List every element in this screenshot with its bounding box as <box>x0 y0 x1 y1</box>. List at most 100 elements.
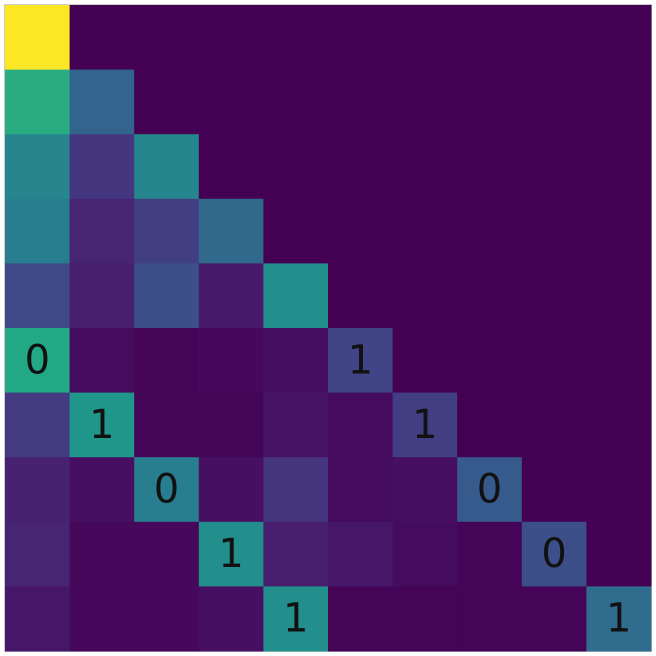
heatmap-cell <box>392 328 458 394</box>
heatmap-cell <box>134 392 200 458</box>
heatmap-cell <box>134 5 200 71</box>
heatmap-cell <box>134 134 200 200</box>
heatmap-cell <box>586 263 652 329</box>
heatmap-cell <box>198 392 264 458</box>
cell-annotation: 1 <box>283 596 308 642</box>
cell-annotation: 1 <box>89 402 114 448</box>
heatmap-cell <box>69 263 135 329</box>
heatmap-cell <box>328 198 394 264</box>
heatmap-cell <box>392 5 458 71</box>
heatmap-cell <box>5 5 71 71</box>
heatmap-cell <box>5 134 71 200</box>
heatmap-cell <box>586 134 652 200</box>
heatmap-cell <box>328 521 394 587</box>
heatmap-cell <box>5 69 71 135</box>
heatmap-cell <box>392 69 458 135</box>
heatmap-cell <box>457 457 523 523</box>
heatmap-cell <box>521 328 587 394</box>
heatmap-cell <box>5 263 71 329</box>
cell-annotation: 1 <box>412 402 437 448</box>
cell-annotation: 1 <box>606 596 631 642</box>
heatmap-cell <box>521 69 587 135</box>
heatmap-cell <box>69 521 135 587</box>
heatmap-cell <box>263 5 329 71</box>
cell-annotations: 0 11 10 01 01 1 <box>25 337 632 641</box>
cell-annotation: 1 <box>348 337 373 383</box>
heatmap-cell <box>134 457 200 523</box>
heatmap-cell <box>5 586 71 652</box>
heatmap-cell <box>392 198 458 264</box>
heatmap-cell <box>263 69 329 135</box>
cell-annotation: 1 <box>218 531 243 577</box>
heatmap-cell <box>457 69 523 135</box>
heatmap-cell <box>134 521 200 587</box>
heatmap-cell <box>586 586 652 652</box>
heatmap-cell <box>521 5 587 71</box>
heatmap-cell <box>198 328 264 394</box>
heatmap-cell <box>263 586 329 652</box>
heatmap-cell <box>5 198 71 264</box>
heatmap-cell <box>521 586 587 652</box>
heatmap-cell <box>263 328 329 394</box>
heatmap-cell <box>586 392 652 458</box>
heatmap-cell <box>392 457 458 523</box>
heatmap-cell <box>392 263 458 329</box>
heatmap-cell <box>457 521 523 587</box>
heatmap-cell <box>521 521 587 587</box>
heatmap-cell <box>328 134 394 200</box>
heatmap-cell <box>263 392 329 458</box>
heatmap-cell <box>69 5 135 71</box>
cell-annotation: 0 <box>477 467 502 513</box>
heatmap-cell <box>521 198 587 264</box>
cell-annotation: 0 <box>541 531 566 577</box>
heatmap-cell <box>392 521 458 587</box>
heatmap-cell <box>521 457 587 523</box>
heatmap-cell <box>457 392 523 458</box>
heatmap-cell <box>198 5 264 71</box>
heatmap-cell <box>328 328 394 394</box>
heatmap-cell <box>457 5 523 71</box>
heatmap-cell <box>198 521 264 587</box>
heatmap-cell <box>5 392 71 458</box>
heatmap-cell <box>134 586 200 652</box>
heatmap-cell <box>521 392 587 458</box>
heatmap-cell <box>69 69 135 135</box>
cell-annotation: 0 <box>154 467 179 513</box>
heatmap-cell <box>69 134 135 200</box>
heatmap-cell <box>586 457 652 523</box>
heatmap-cell <box>457 198 523 264</box>
heatmap-cell <box>198 457 264 523</box>
cell-annotation: 0 <box>25 337 50 383</box>
heatmap-cell <box>392 586 458 652</box>
heatmap-cell <box>69 198 135 264</box>
heatmap-cell <box>69 328 135 394</box>
heatmap-cell <box>328 69 394 135</box>
heatmap-cell <box>457 586 523 652</box>
heatmap-cell <box>5 457 71 523</box>
heatmap-cell <box>263 521 329 587</box>
heatmap-cell <box>134 328 200 394</box>
heatmap-cell <box>586 69 652 135</box>
heatmap-cell <box>5 328 71 394</box>
heatmap-cell <box>263 134 329 200</box>
heatmap-cell <box>521 134 587 200</box>
heatmap-cell <box>586 521 652 587</box>
heatmap-cell <box>328 5 394 71</box>
heatmap-cell <box>69 457 135 523</box>
heatmap-cell <box>328 392 394 458</box>
heatmap-cell <box>392 134 458 200</box>
heatmap-cell <box>328 457 394 523</box>
heatmap-cell <box>263 198 329 264</box>
heatmap-cell <box>198 69 264 135</box>
heatmap-cell <box>457 328 523 394</box>
heatmap-cell <box>134 198 200 264</box>
heatmap-cell <box>586 198 652 264</box>
heatmap-cells <box>5 5 652 652</box>
heatmap-cell <box>69 392 135 458</box>
heatmap-cell <box>198 134 264 200</box>
heatmap-cell <box>134 263 200 329</box>
heatmap-cell <box>586 328 652 394</box>
heatmap-cell <box>457 263 523 329</box>
heatmap-cell <box>328 586 394 652</box>
heatmap-cell <box>586 5 652 71</box>
